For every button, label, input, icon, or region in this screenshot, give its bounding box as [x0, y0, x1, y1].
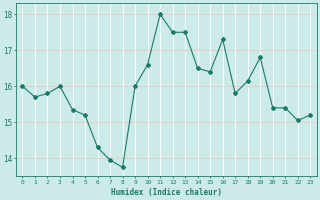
X-axis label: Humidex (Indice chaleur): Humidex (Indice chaleur): [111, 188, 222, 197]
